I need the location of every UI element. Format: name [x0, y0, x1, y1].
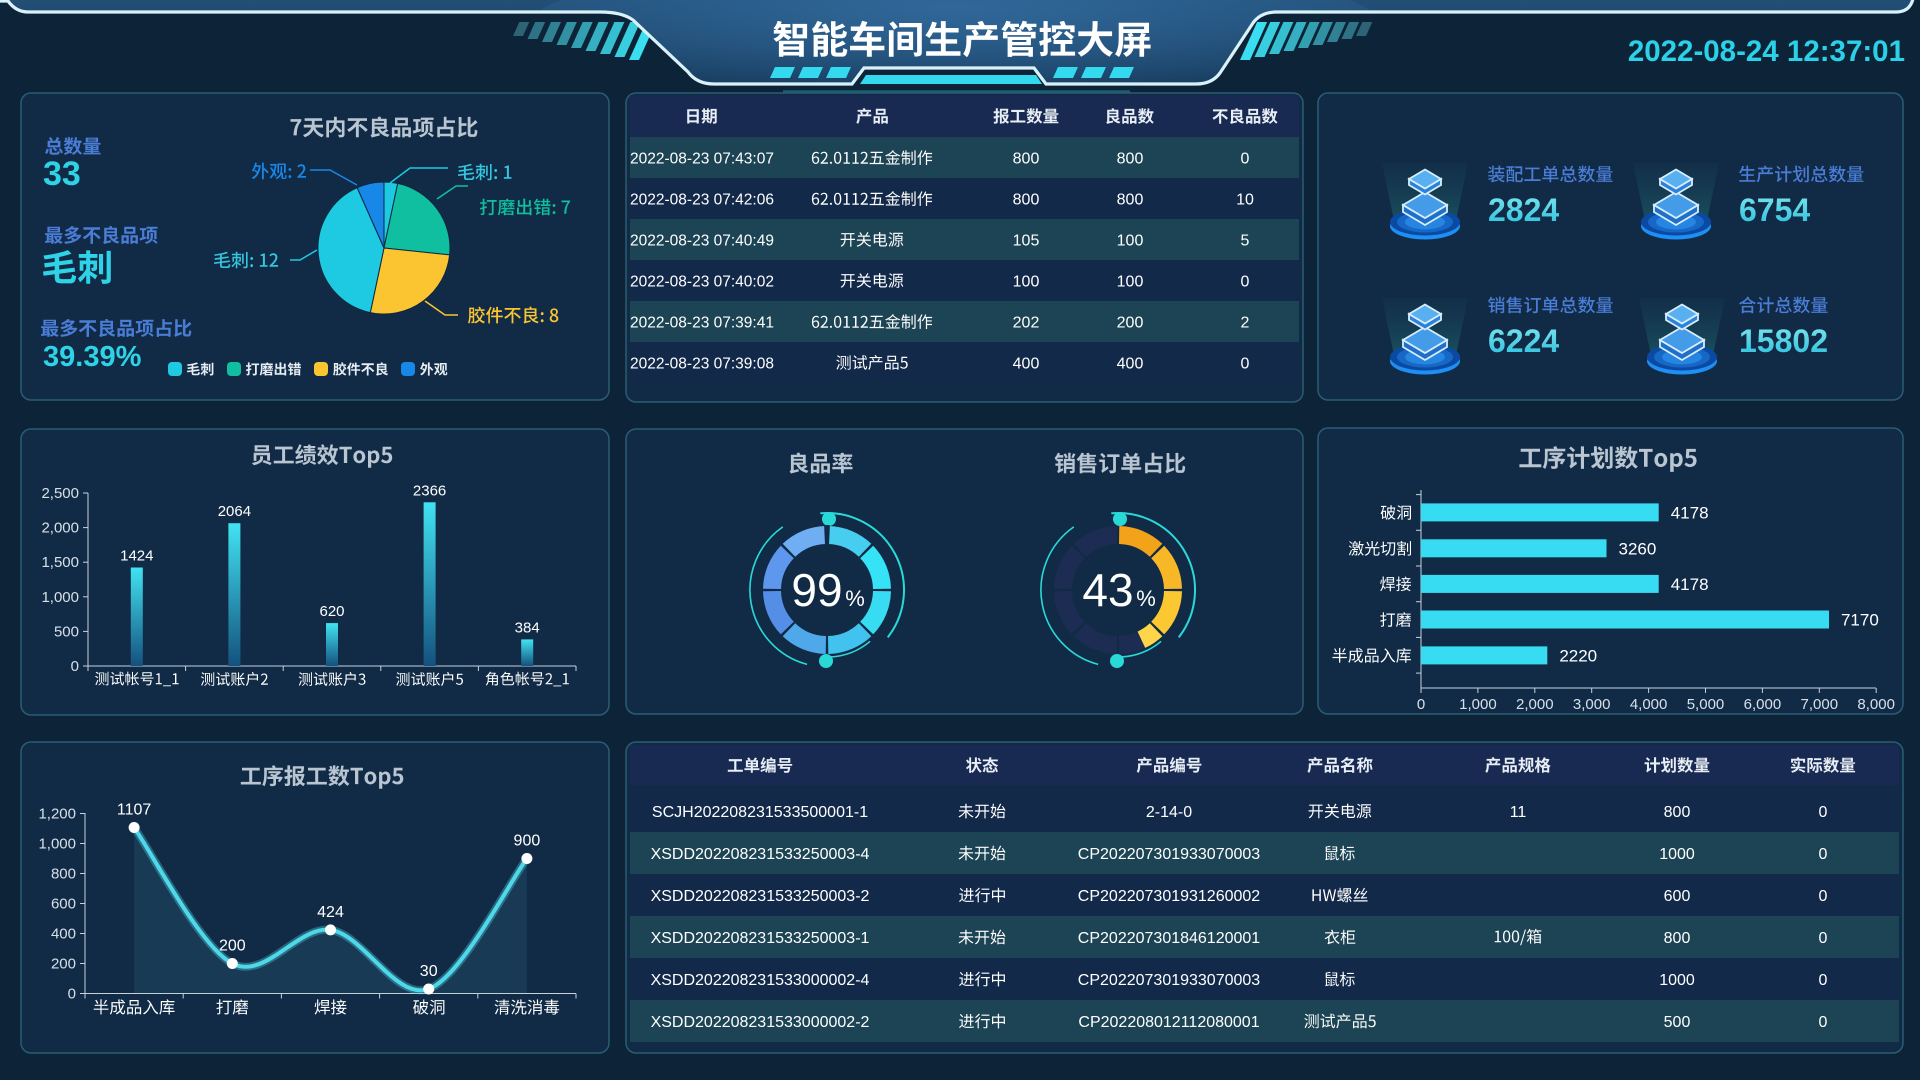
svg-text:XSDD202208231533000002-4: XSDD202208231533000002-4 — [651, 972, 870, 989]
svg-text:6,000: 6,000 — [1744, 696, 1782, 713]
svg-text:2022-08-24 12:37:01: 2022-08-24 12:37:01 — [1628, 35, 1905, 68]
svg-text:3,000: 3,000 — [1573, 696, 1611, 713]
svg-text:33: 33 — [43, 155, 81, 193]
svg-text:0: 0 — [1819, 930, 1828, 947]
svg-text:0: 0 — [1241, 151, 1250, 168]
svg-text:384: 384 — [515, 619, 540, 636]
svg-text:6754: 6754 — [1739, 192, 1810, 228]
svg-text:4178: 4178 — [1671, 575, 1709, 594]
svg-text:800: 800 — [1013, 192, 1040, 209]
svg-text:XSDD202208231533250003-4: XSDD202208231533250003-4 — [651, 846, 870, 863]
svg-text:1,500: 1,500 — [41, 554, 79, 571]
svg-text:CP202208012112080001: CP202208012112080001 — [1078, 1014, 1259, 1031]
svg-text:600: 600 — [51, 896, 76, 913]
svg-text:0: 0 — [1819, 846, 1828, 863]
svg-text:1000: 1000 — [1659, 972, 1695, 989]
svg-text:10: 10 — [1236, 192, 1254, 209]
svg-text:800: 800 — [1664, 804, 1691, 821]
svg-text:15802: 15802 — [1739, 323, 1828, 359]
svg-text:800: 800 — [1664, 930, 1691, 947]
svg-text:39.39%: 39.39% — [43, 341, 142, 373]
svg-text:200: 200 — [219, 938, 246, 955]
svg-text:500: 500 — [54, 623, 79, 640]
svg-text:2366: 2366 — [413, 482, 446, 499]
svg-text:600: 600 — [1664, 888, 1691, 905]
svg-text:8,000: 8,000 — [1857, 696, 1895, 713]
svg-text:CP202207301846120001: CP202207301846120001 — [1078, 930, 1261, 947]
svg-text:1,000: 1,000 — [41, 589, 79, 606]
svg-text:1107: 1107 — [117, 801, 152, 818]
svg-text:0: 0 — [1819, 972, 1828, 989]
svg-text:4178: 4178 — [1671, 503, 1709, 522]
svg-text:424: 424 — [317, 904, 344, 921]
svg-text:1,200: 1,200 — [38, 806, 76, 823]
svg-text:%: % — [1136, 586, 1156, 611]
svg-text:200: 200 — [51, 956, 76, 973]
svg-text:5: 5 — [1241, 233, 1250, 250]
svg-text:1,000: 1,000 — [38, 836, 76, 853]
svg-text:43: 43 — [1082, 564, 1133, 616]
svg-text:2022-08-23 07:40:49: 2022-08-23 07:40:49 — [630, 233, 774, 250]
svg-text:900: 900 — [514, 833, 541, 850]
svg-text:3260: 3260 — [1618, 539, 1656, 558]
svg-text:5,000: 5,000 — [1687, 696, 1725, 713]
svg-text:0: 0 — [1819, 1014, 1828, 1031]
svg-text:400: 400 — [1013, 356, 1040, 373]
svg-text:XSDD202208231533250003-2: XSDD202208231533250003-2 — [651, 888, 870, 905]
svg-text:XSDD202208231533250003-1: XSDD202208231533250003-1 — [651, 930, 870, 947]
svg-text:4,000: 4,000 — [1630, 696, 1668, 713]
svg-text:CP202207301933070003: CP202207301933070003 — [1078, 972, 1261, 989]
svg-text:%: % — [845, 586, 865, 611]
svg-text:0: 0 — [1417, 696, 1425, 713]
svg-text:620: 620 — [319, 603, 344, 620]
svg-text:0: 0 — [68, 986, 76, 1003]
svg-text:SCJH202208231533500001-1: SCJH202208231533500001-1 — [652, 804, 868, 821]
svg-text:400: 400 — [1117, 356, 1144, 373]
svg-text:0: 0 — [1241, 274, 1250, 291]
svg-text:100: 100 — [1117, 274, 1144, 291]
svg-text:800: 800 — [1117, 151, 1144, 168]
svg-text:2022-08-23 07:39:08: 2022-08-23 07:39:08 — [630, 356, 774, 373]
svg-text:2-14-0: 2-14-0 — [1146, 804, 1192, 821]
svg-text:7170: 7170 — [1841, 611, 1879, 630]
svg-text:30: 30 — [420, 963, 438, 980]
svg-text:7,000: 7,000 — [1801, 696, 1839, 713]
svg-text:2: 2 — [1241, 315, 1250, 332]
svg-text:1000: 1000 — [1659, 846, 1695, 863]
svg-text:100: 100 — [1117, 233, 1144, 250]
svg-text:500: 500 — [1664, 1014, 1691, 1031]
svg-text:200: 200 — [1117, 315, 1144, 332]
svg-text:11: 11 — [1510, 804, 1527, 821]
svg-text:XSDD202208231533000002-2: XSDD202208231533000002-2 — [651, 1014, 870, 1031]
svg-text:400: 400 — [51, 926, 76, 943]
svg-text:0: 0 — [1819, 804, 1828, 821]
svg-text:2022-08-23 07:40:02: 2022-08-23 07:40:02 — [630, 274, 774, 291]
svg-text:2824: 2824 — [1488, 192, 1559, 228]
svg-text:105: 105 — [1013, 233, 1040, 250]
svg-text:99: 99 — [791, 564, 842, 616]
svg-text:2,500: 2,500 — [41, 485, 79, 502]
svg-text:1424: 1424 — [120, 547, 153, 564]
svg-text:800: 800 — [51, 866, 76, 883]
svg-text:2,000: 2,000 — [41, 520, 79, 537]
svg-text:2,000: 2,000 — [1516, 696, 1554, 713]
svg-text:2220: 2220 — [1559, 646, 1597, 665]
svg-text:0: 0 — [71, 658, 79, 675]
svg-text:1,000: 1,000 — [1459, 696, 1497, 713]
svg-text:2022-08-23 07:43:07: 2022-08-23 07:43:07 — [630, 151, 774, 168]
svg-text:800: 800 — [1117, 192, 1144, 209]
svg-text:100: 100 — [1013, 274, 1040, 291]
svg-text:2022-08-23 07:42:06: 2022-08-23 07:42:06 — [630, 192, 774, 209]
svg-text:0: 0 — [1819, 888, 1828, 905]
svg-text:CP202207301933070003: CP202207301933070003 — [1078, 846, 1261, 863]
svg-text:202: 202 — [1013, 315, 1040, 332]
svg-text:CP202207301931260002: CP202207301931260002 — [1078, 888, 1261, 905]
svg-text:6224: 6224 — [1488, 323, 1559, 359]
svg-text:2064: 2064 — [218, 503, 251, 520]
svg-text:2022-08-23 07:39:41: 2022-08-23 07:39:41 — [630, 315, 774, 332]
svg-text:800: 800 — [1013, 151, 1040, 168]
svg-text:0: 0 — [1241, 356, 1250, 373]
